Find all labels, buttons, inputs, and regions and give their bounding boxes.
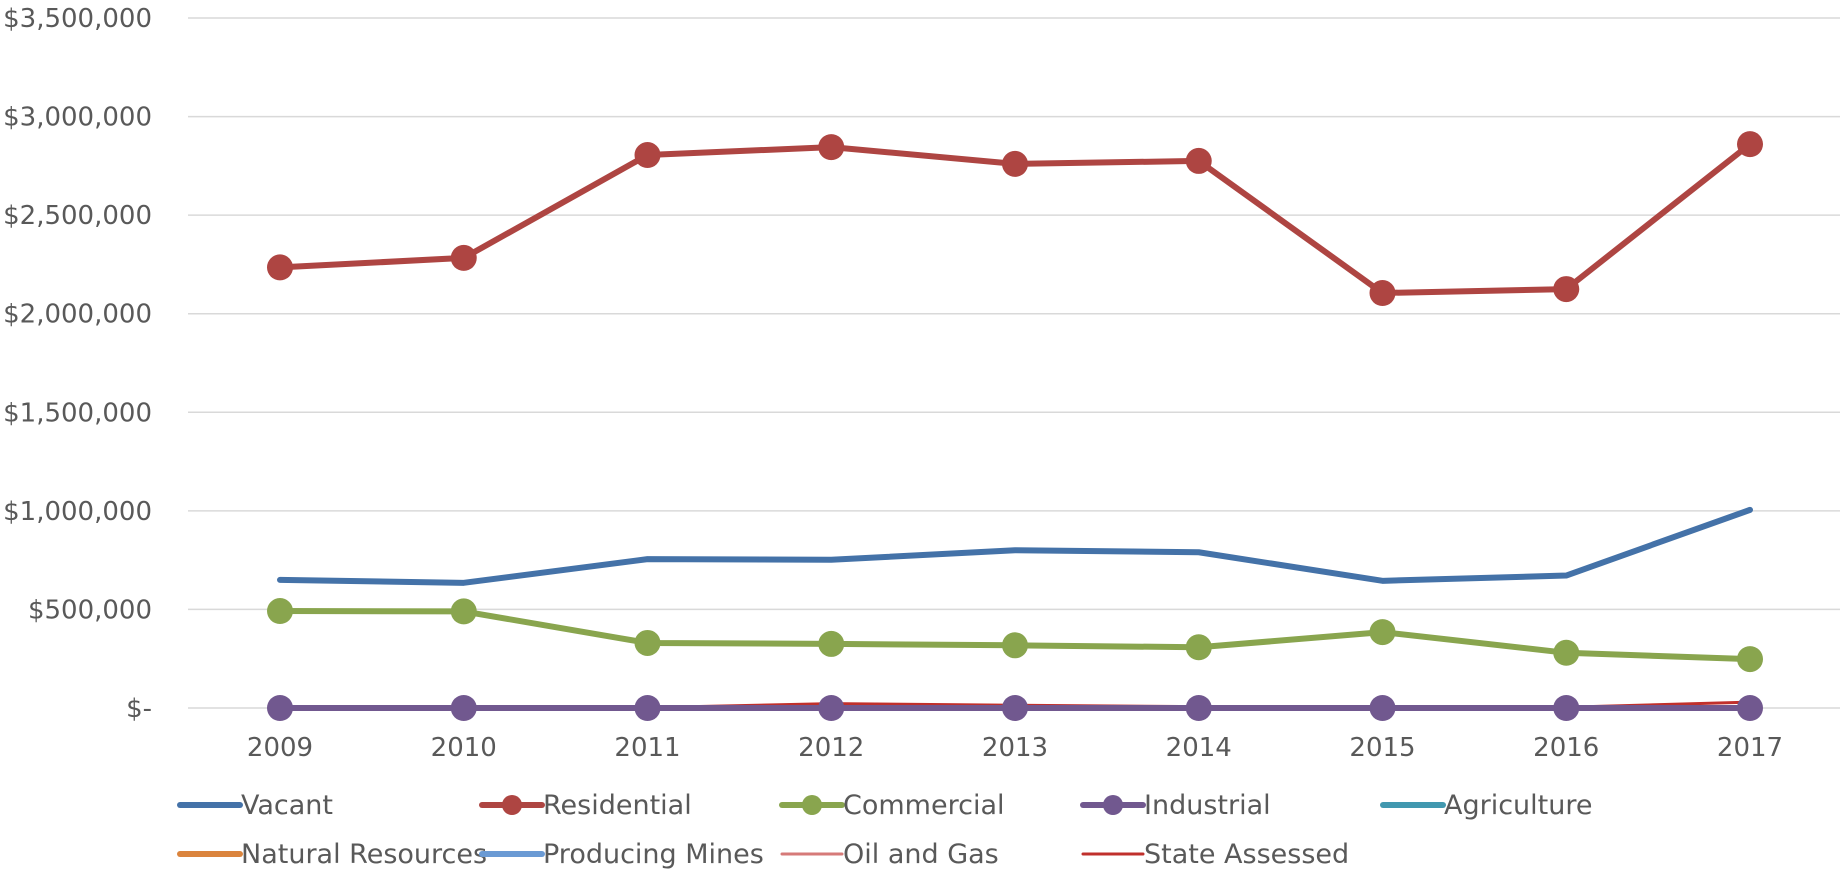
legend-item: Commercial — [779, 790, 1005, 821]
data-point — [1369, 695, 1396, 721]
data-point — [450, 244, 477, 271]
series-residential — [267, 131, 1763, 307]
y-tick-label: $3,500,000 — [3, 4, 152, 34]
x-tick-label: 2010 — [431, 733, 497, 763]
x-tick-label: 2013 — [982, 733, 1048, 763]
data-point — [1553, 276, 1580, 303]
data-point — [1185, 147, 1212, 174]
x-tick-label: 2015 — [1349, 733, 1415, 763]
data-point — [1369, 619, 1396, 646]
y-axis-tick-labels: $- $500,000 $1,000,000 $1,500,000 $2,000,000… — [3, 4, 152, 724]
data-point — [818, 134, 845, 161]
gridlines — [188, 17, 1840, 709]
data-point — [267, 254, 293, 281]
data-point — [450, 695, 477, 721]
legend-item: Producing Mines — [479, 839, 764, 869]
legend-item: Vacant — [177, 790, 333, 821]
data-point — [267, 598, 293, 625]
x-tick-label: 2012 — [798, 733, 864, 763]
legend-label: Industrial — [1144, 790, 1271, 821]
series-industrial — [267, 695, 1763, 721]
legend-label: Residential — [543, 790, 692, 821]
x-tick-label: 2016 — [1533, 733, 1599, 763]
legend-label: Oil and Gas — [843, 839, 999, 869]
legend-item: Industrial — [1080, 790, 1271, 821]
data-point — [818, 695, 845, 721]
y-tick-label: $- — [126, 694, 152, 724]
y-tick-label: $500,000 — [28, 595, 152, 625]
data-point — [1185, 634, 1212, 661]
y-tick-label: $1,500,000 — [3, 398, 152, 428]
legend-marker — [1103, 795, 1123, 815]
data-point — [1553, 695, 1580, 721]
legend-label: Producing Mines — [543, 839, 764, 869]
y-tick-label: $2,500,000 — [3, 201, 152, 231]
legend-item: State Assessed — [1081, 839, 1349, 869]
legend-label: Commercial — [843, 790, 1005, 821]
x-tick-label: 2009 — [247, 733, 313, 763]
series-line — [277, 506, 1753, 586]
data-point — [267, 695, 293, 721]
y-tick-label: $3,000,000 — [3, 103, 152, 133]
x-tick-label: 2017 — [1717, 733, 1783, 763]
data-point — [1002, 632, 1028, 659]
data-point — [1002, 150, 1028, 177]
data-point — [1737, 646, 1763, 673]
data-point — [1737, 695, 1763, 721]
legend-label: Vacant — [241, 790, 333, 821]
data-point — [634, 695, 661, 721]
legend-label: Agriculture — [1444, 790, 1593, 821]
data-point — [634, 142, 661, 169]
series-lines — [267, 131, 1763, 721]
x-axis-tick-labels: 2009 2010 2011 2012 2013 2014 2015 2016 2017 — [247, 733, 1783, 763]
x-tick-label: 2011 — [614, 733, 680, 763]
data-point — [1369, 280, 1396, 307]
data-point — [818, 630, 845, 657]
legend-marker — [802, 795, 822, 815]
data-point — [1002, 695, 1028, 721]
x-tick-label: 2014 — [1166, 733, 1232, 763]
series-vacant — [277, 506, 1753, 586]
y-tick-label: $1,000,000 — [3, 497, 152, 527]
legend-marker — [502, 795, 522, 815]
series-commercial — [267, 598, 1763, 673]
data-point — [634, 629, 661, 656]
legend-label: State Assessed — [1144, 839, 1349, 869]
legend-label: Natural Resources — [241, 839, 487, 869]
legend-item: Natural Resources — [177, 839, 487, 869]
legend-item: Residential — [479, 790, 692, 821]
data-point — [1737, 131, 1763, 158]
data-point — [450, 598, 477, 625]
data-point — [1553, 639, 1580, 666]
legend: Vacant Residential Commercial Industrial Agr… — [177, 790, 1593, 869]
legend-item: Oil and Gas — [780, 839, 999, 869]
legend-item: Agriculture — [1380, 790, 1593, 821]
data-point — [1185, 695, 1212, 721]
y-tick-label: $2,000,000 — [3, 300, 152, 330]
